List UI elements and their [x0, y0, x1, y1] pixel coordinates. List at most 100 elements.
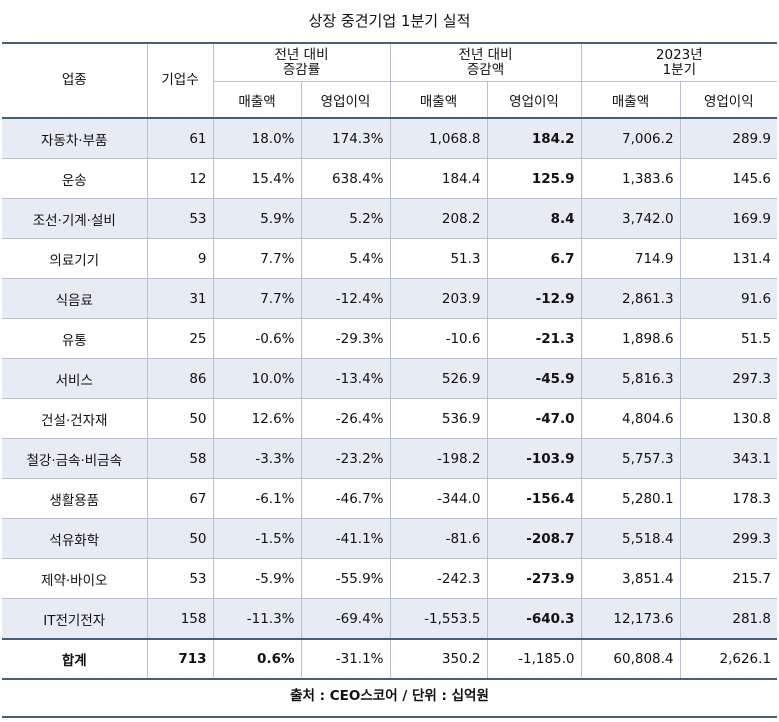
- cell-sales-amount: 208.2: [389, 198, 488, 239]
- cell-op-2023: 297.3: [679, 358, 778, 399]
- cell-op-rate: -69.4%: [300, 598, 391, 640]
- cell-op-rate: 174.3%: [300, 117, 391, 159]
- header-industry: 업종: [2, 42, 148, 119]
- cell-op-amount: -103.9: [486, 438, 582, 479]
- cell-op-amount: -273.9: [486, 558, 582, 599]
- cell-sales-amount: -1,553.5: [389, 598, 488, 640]
- total-industry: 합계: [2, 638, 148, 680]
- cell-op-rate: 5.2%: [300, 198, 391, 239]
- cell-op-rate: -46.7%: [300, 478, 391, 519]
- cell-sales-2023: 3,742.0: [580, 198, 681, 239]
- cell-sales-2023: 3,851.4: [580, 558, 681, 599]
- cell-op-rate: -23.2%: [300, 438, 391, 479]
- cell-sales-2023: 5,280.1: [580, 478, 681, 519]
- cell-op-rate: -26.4%: [300, 398, 391, 439]
- cell-count: 53: [146, 198, 214, 239]
- cell-op-amount: -640.3: [486, 598, 582, 640]
- cell-op-amount: 6.7: [486, 238, 582, 279]
- cell-op-amount: 184.2: [486, 117, 582, 159]
- cell-sales-amount: 1,068.8: [389, 117, 488, 159]
- cell-sales-amount: 203.9: [389, 278, 488, 319]
- cell-sales-rate: -5.9%: [212, 558, 302, 599]
- cell-op-amount: 125.9: [486, 158, 582, 199]
- total-op-2023: 2,626.1: [679, 638, 778, 680]
- cell-op-amount: -45.9: [486, 358, 582, 399]
- cell-sales-rate: 10.0%: [212, 358, 302, 399]
- cell-count: 158: [146, 598, 214, 640]
- cell-count: 58: [146, 438, 214, 479]
- cell-industry: 제약·바이오: [2, 558, 148, 599]
- cell-sales-2023: 1,898.6: [580, 318, 681, 359]
- table-row-total: 합계 713 0.6% -31.1% 350.2 -1,185.0 60,808…: [2, 638, 778, 680]
- cell-op-2023: 299.3: [679, 518, 778, 559]
- cell-op-2023: 178.3: [679, 478, 778, 519]
- table-row: 의료기기 9 7.7% 5.4% 51.3 6.7 714.9 131.4: [2, 238, 778, 279]
- header-group-amount: 전년 대비 증감액: [389, 42, 582, 82]
- cell-industry: 조선·기계·설비: [2, 198, 148, 239]
- cell-sales-amount: 526.9: [389, 358, 488, 399]
- cell-industry: 식음료: [2, 278, 148, 319]
- cell-count: 61: [146, 117, 214, 159]
- cell-op-rate: -55.9%: [300, 558, 391, 599]
- cell-count: 53: [146, 558, 214, 599]
- cell-sales-amount: -198.2: [389, 438, 488, 479]
- cell-sales-amount: 184.4: [389, 158, 488, 199]
- header-op: 영업이익: [679, 81, 778, 119]
- cell-industry: 건설·건자재: [2, 398, 148, 439]
- cell-op-rate: 5.4%: [300, 238, 391, 279]
- cell-sales-2023: 4,804.6: [580, 398, 681, 439]
- table-row: 자동차·부품 61 18.0% 174.3% 1,068.8 184.2 7,006.2 28…: [2, 117, 778, 159]
- earnings-table: 업종 기업수 전년 대비 증감률 전년 대비 증감액 2023년 1분기 매출액 영업…: [2, 42, 778, 680]
- cell-sales-rate: 12.6%: [212, 398, 302, 439]
- cell-count: 50: [146, 398, 214, 439]
- cell-sales-2023: 5,757.3: [580, 438, 681, 479]
- cell-sales-2023: 714.9: [580, 238, 681, 279]
- total-count: 713: [146, 638, 214, 680]
- cell-industry: 서비스: [2, 358, 148, 399]
- cell-sales-amount: -81.6: [389, 518, 488, 559]
- table-row: 생활용품 67 -6.1% -46.7% -344.0 -156.4 5,280.1 178.…: [2, 478, 778, 519]
- cell-count: 50: [146, 518, 214, 559]
- table-row: IT전기전자 158 -11.3% -69.4% -1,553.5 -640.3 12,17…: [2, 598, 778, 640]
- cell-industry: 생활용품: [2, 478, 148, 519]
- cell-count: 9: [146, 238, 214, 279]
- cell-sales-rate: -0.6%: [212, 318, 302, 359]
- cell-op-2023: 281.8: [679, 598, 778, 640]
- cell-sales-rate: 18.0%: [212, 117, 302, 159]
- cell-sales-amount: -344.0: [389, 478, 488, 519]
- cell-count: 25: [146, 318, 214, 359]
- table-row: 서비스 86 10.0% -13.4% 526.9 -45.9 5,816.3 297.3: [2, 358, 778, 399]
- cell-op-2023: 131.4: [679, 238, 778, 279]
- cell-op-2023: 169.9: [679, 198, 778, 239]
- cell-industry: 자동차·부품: [2, 117, 148, 159]
- cell-count: 12: [146, 158, 214, 199]
- cell-op-amount: -156.4: [486, 478, 582, 519]
- cell-sales-amount: -10.6: [389, 318, 488, 359]
- cell-sales-2023: 5,816.3: [580, 358, 681, 399]
- total-op-rate: -31.1%: [300, 638, 391, 680]
- cell-op-rate: -29.3%: [300, 318, 391, 359]
- total-sales-amount: 350.2: [389, 638, 488, 680]
- table-row: 조선·기계·설비 53 5.9% 5.2% 208.2 8.4 3,742.0 169.9: [2, 198, 778, 239]
- table-body: 자동차·부품 61 18.0% 174.3% 1,068.8 184.2 7,006.2 28…: [2, 117, 778, 640]
- header-op: 영업이익: [486, 81, 582, 119]
- cell-sales-2023: 1,383.6: [580, 158, 681, 199]
- cell-op-2023: 145.6: [679, 158, 778, 199]
- cell-industry: 의료기기: [2, 238, 148, 279]
- cell-op-2023: 343.1: [679, 438, 778, 479]
- table-title: 상장 중견기업 1분기 실적: [308, 12, 471, 30]
- cell-op-rate: 638.4%: [300, 158, 391, 199]
- header-sales: 매출액: [213, 81, 302, 119]
- cell-op-rate: -12.4%: [300, 278, 391, 319]
- cell-sales-rate: 15.4%: [212, 158, 302, 199]
- header-op: 영업이익: [300, 81, 391, 119]
- cell-op-amount: -208.7: [486, 518, 582, 559]
- cell-count: 31: [146, 278, 214, 319]
- table-row: 건설·건자재 50 12.6% -26.4% 536.9 -47.0 4,804.6 130.…: [2, 398, 778, 439]
- table-row: 운송 12 15.4% 638.4% 184.4 125.9 1,383.6 145.6: [2, 158, 778, 199]
- cell-op-2023: 51.5: [679, 318, 778, 359]
- header-sales: 매출액: [580, 81, 681, 119]
- cell-op-2023: 215.7: [679, 558, 778, 599]
- cell-count: 67: [146, 478, 214, 519]
- cell-count: 86: [146, 358, 214, 399]
